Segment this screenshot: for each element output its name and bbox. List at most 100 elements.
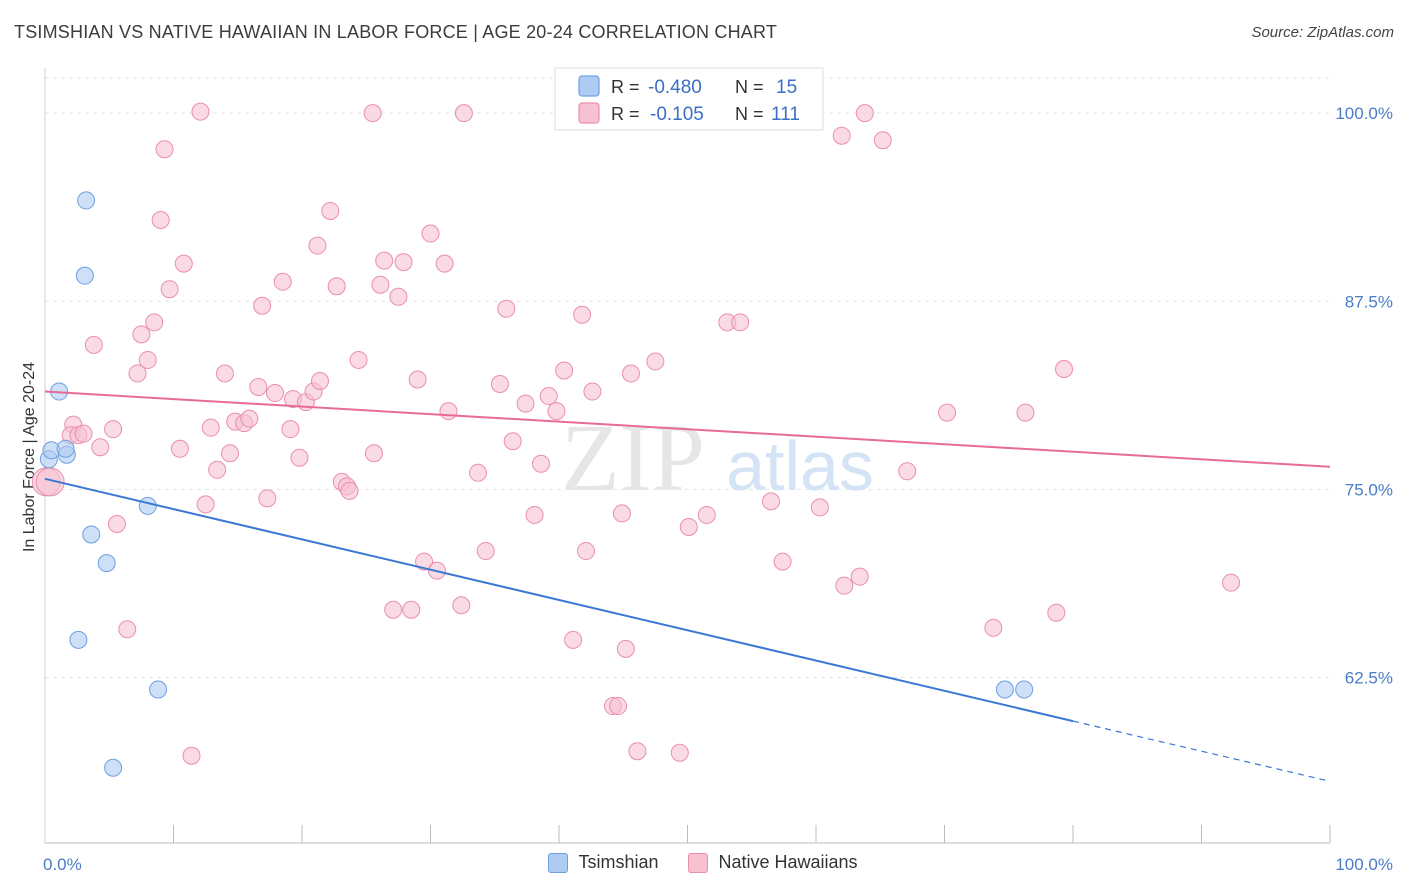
native-hawaiian-point[interactable] xyxy=(697,505,716,524)
native-hawaiian-point[interactable] xyxy=(402,600,421,619)
native-hawaiian-point[interactable] xyxy=(898,462,917,481)
native-hawaiian-point[interactable] xyxy=(850,567,869,586)
native-hawaiian-point[interactable] xyxy=(490,375,509,394)
native-hawaiian-point[interactable] xyxy=(762,492,781,511)
native-hawaiian-point[interactable] xyxy=(555,361,574,380)
tsimshian-point[interactable] xyxy=(138,496,157,515)
tsimshian-point[interactable] xyxy=(97,554,116,573)
tsimshian-point[interactable] xyxy=(1015,680,1034,699)
native-hawaiian-point[interactable] xyxy=(389,287,408,306)
native-hawaiian-point[interactable] xyxy=(281,420,300,439)
tsimshian-point[interactable] xyxy=(69,630,88,649)
native-hawaiian-point[interactable] xyxy=(364,444,383,463)
native-hawaiian-point[interactable] xyxy=(221,444,240,463)
native-hawaiian-point[interactable] xyxy=(1222,573,1241,592)
native-hawaiian-point[interactable] xyxy=(84,335,103,354)
native-hawaiian-point[interactable] xyxy=(1016,403,1035,422)
native-hawaiian-point[interactable] xyxy=(394,253,413,272)
native-hawaiian-point[interactable] xyxy=(408,370,427,389)
native-hawaiian-point[interactable] xyxy=(539,387,558,406)
native-hawaiian-point[interactable] xyxy=(832,126,851,145)
native-hawaiian-point[interactable] xyxy=(452,596,471,615)
legend-item-native-hawaiians[interactable]: Native Hawaiians xyxy=(688,852,858,873)
native-hawaiian-point[interactable] xyxy=(253,296,272,315)
native-hawaiian-point[interactable] xyxy=(249,378,268,397)
native-hawaiian-point[interactable] xyxy=(74,424,93,443)
tsimshian-point[interactable] xyxy=(995,680,1014,699)
native-hawaiian-point[interactable] xyxy=(201,418,220,437)
tsimshian-point[interactable] xyxy=(149,680,168,699)
native-hawaiian-point[interactable] xyxy=(258,489,277,508)
native-hawaiian-point[interactable] xyxy=(196,495,215,514)
native-hawaiian-point[interactable] xyxy=(327,277,346,296)
native-hawaiian-point[interactable] xyxy=(132,325,151,344)
native-hawaiian-point[interactable] xyxy=(835,576,854,595)
native-hawaiian-point[interactable] xyxy=(984,618,1003,637)
native-hawaiian-point[interactable] xyxy=(576,542,595,561)
native-hawaiian-point[interactable] xyxy=(1047,603,1066,622)
native-hawaiian-point[interactable] xyxy=(476,542,495,561)
native-hawaiian-point[interactable] xyxy=(208,460,227,479)
native-hawaiian-point[interactable] xyxy=(573,305,592,324)
native-hawaiian-point[interactable] xyxy=(547,402,566,421)
native-hawaiian-point[interactable] xyxy=(104,420,123,439)
native-hawaiian-point[interactable] xyxy=(583,382,602,401)
native-hawaiian-point[interactable] xyxy=(191,102,210,121)
native-hawaiian-point[interactable] xyxy=(384,600,403,619)
native-hawaiian-point[interactable] xyxy=(773,552,792,571)
native-hawaiian-point[interactable] xyxy=(497,299,516,318)
native-hawaiian-point[interactable] xyxy=(174,254,193,273)
native-hawaiian-point[interactable] xyxy=(646,352,665,371)
native-hawaiian-point[interactable] xyxy=(564,630,583,649)
native-hawaiian-point[interactable] xyxy=(435,254,454,273)
native-hawaiian-point[interactable] xyxy=(160,280,179,299)
tsimshian-point[interactable] xyxy=(104,758,123,777)
native-hawaiian-point[interactable] xyxy=(363,104,382,123)
native-hawaiian-point[interactable] xyxy=(375,251,394,270)
native-hawaiian-point[interactable] xyxy=(810,498,829,517)
native-hawaiian-point[interactable] xyxy=(415,552,434,571)
native-hawaiian-point[interactable] xyxy=(371,275,390,294)
native-hawaiian-point[interactable] xyxy=(107,514,126,533)
native-hawaiian-point[interactable] xyxy=(349,350,368,369)
tsimshian-point[interactable] xyxy=(56,439,75,458)
native-hawaiian-point[interactable] xyxy=(855,104,874,123)
native-hawaiian-point[interactable] xyxy=(128,364,147,383)
native-hawaiian-point[interactable] xyxy=(145,313,164,332)
native-hawaiian-point[interactable] xyxy=(670,743,689,762)
native-hawaiian-point[interactable] xyxy=(155,140,174,159)
native-hawaiian-point[interactable] xyxy=(138,350,157,369)
native-hawaiian-point[interactable] xyxy=(938,403,957,422)
native-hawaiian-point[interactable] xyxy=(612,504,631,523)
tsimshian-point[interactable] xyxy=(82,525,101,544)
native-hawaiian-point[interactable] xyxy=(151,210,170,229)
native-hawaiian-point[interactable] xyxy=(616,639,635,658)
native-hawaiian-point[interactable] xyxy=(91,438,110,457)
native-hawaiian-point[interactable] xyxy=(439,402,458,421)
native-hawaiian-point[interactable] xyxy=(340,481,359,500)
native-hawaiian-point[interactable] xyxy=(240,409,259,428)
native-hawaiian-point[interactable] xyxy=(118,620,137,639)
native-hawaiian-point[interactable] xyxy=(469,463,488,482)
native-hawaiian-point[interactable] xyxy=(731,313,750,332)
native-hawaiian-point[interactable] xyxy=(516,394,535,413)
native-hawaiian-point[interactable] xyxy=(628,742,647,761)
native-hawaiian-point[interactable] xyxy=(679,517,698,536)
native-hawaiian-point[interactable] xyxy=(310,372,329,391)
legend-item-tsimshian[interactable]: Tsimshian xyxy=(548,852,658,873)
native-hawaiian-point[interactable] xyxy=(532,454,551,473)
native-hawaiian-point[interactable] xyxy=(170,439,189,458)
native-hawaiian-point[interactable] xyxy=(421,224,440,243)
native-hawaiian-point[interactable] xyxy=(308,236,327,255)
native-hawaiian-point[interactable] xyxy=(503,432,522,451)
native-hawaiian-point[interactable] xyxy=(454,104,473,123)
native-hawaiian-point[interactable] xyxy=(873,131,892,150)
native-hawaiian-point[interactable] xyxy=(273,272,292,291)
native-hawaiian-point[interactable] xyxy=(182,746,201,765)
native-hawaiian-point[interactable] xyxy=(266,384,285,403)
native-hawaiian-point[interactable] xyxy=(621,364,640,383)
native-hawaiian-point[interactable] xyxy=(609,697,628,716)
native-hawaiian-point[interactable] xyxy=(525,505,544,524)
native-hawaiian-point[interactable] xyxy=(1055,359,1074,378)
tsimshian-point[interactable] xyxy=(77,191,96,210)
